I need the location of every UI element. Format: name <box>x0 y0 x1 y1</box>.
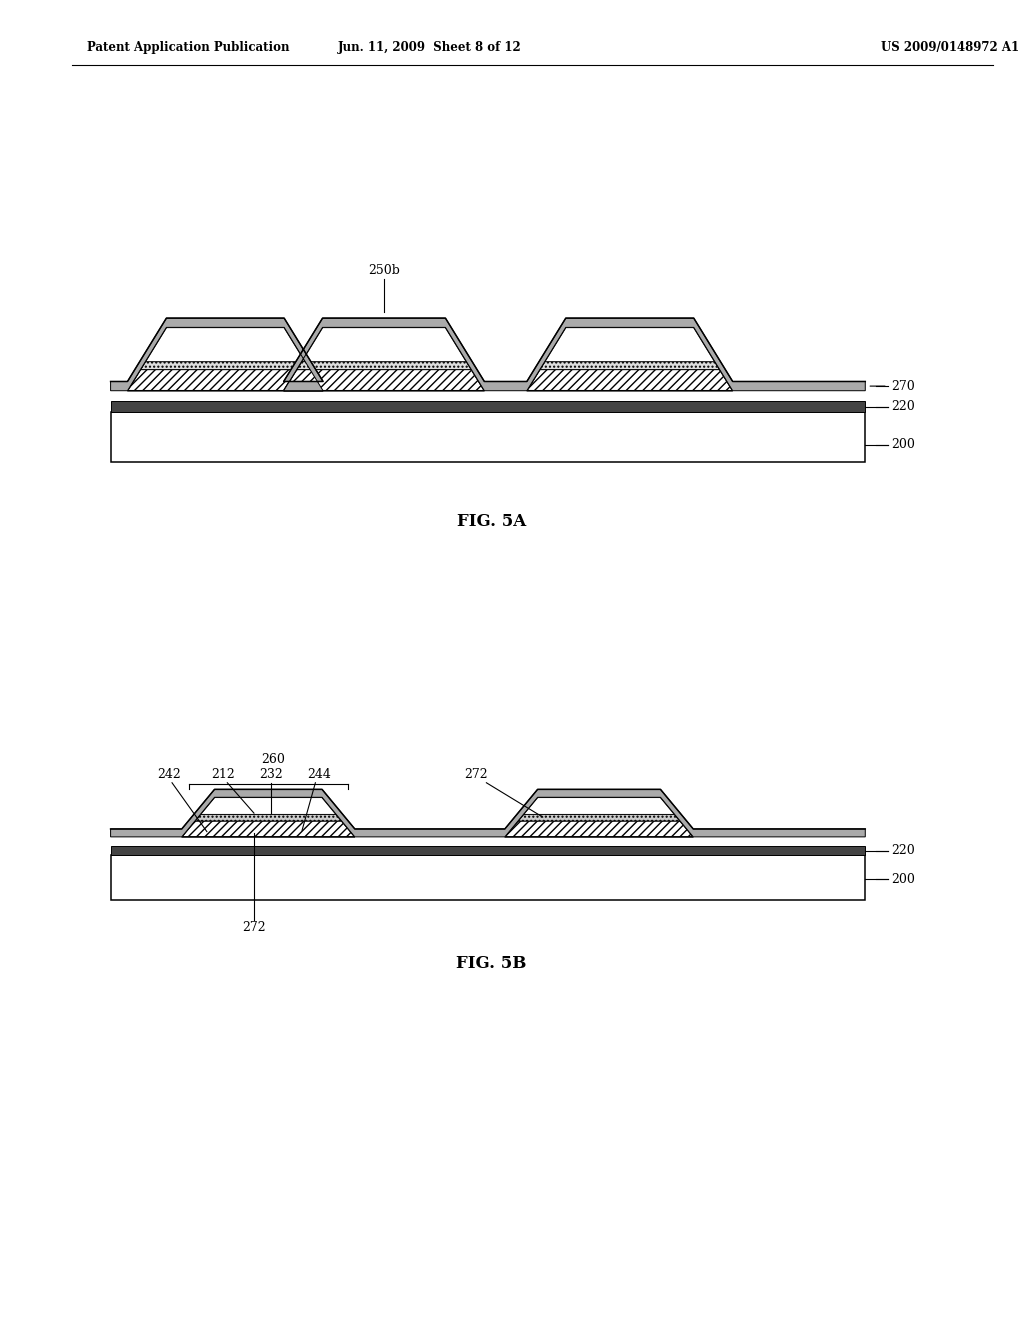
Polygon shape <box>323 319 445 327</box>
Text: 260: 260 <box>261 752 286 766</box>
Text: 242: 242 <box>157 768 181 781</box>
Polygon shape <box>538 791 660 797</box>
Text: FIG. 5A: FIG. 5A <box>457 513 526 529</box>
Polygon shape <box>565 319 694 327</box>
Polygon shape <box>127 370 324 391</box>
Text: 244: 244 <box>307 768 332 781</box>
Text: 232: 232 <box>259 768 284 781</box>
Text: 220: 220 <box>891 845 914 857</box>
Polygon shape <box>111 855 865 900</box>
Text: 272: 272 <box>464 768 488 781</box>
Polygon shape <box>111 789 865 837</box>
Text: Patent Application Publication: Patent Application Publication <box>87 41 290 54</box>
Polygon shape <box>111 846 865 855</box>
Polygon shape <box>140 362 310 370</box>
Text: 200: 200 <box>891 873 914 886</box>
Text: 220: 220 <box>891 400 914 413</box>
Text: Jun. 11, 2009  Sheet 8 of 12: Jun. 11, 2009 Sheet 8 of 12 <box>338 41 522 54</box>
Polygon shape <box>111 412 865 462</box>
Text: US 2009/0148972 A1: US 2009/0148972 A1 <box>881 41 1019 54</box>
Polygon shape <box>195 814 342 821</box>
Text: 200: 200 <box>891 438 914 451</box>
Text: 270: 270 <box>891 380 914 392</box>
Text: FIG. 5B: FIG. 5B <box>457 956 526 972</box>
Text: 212: 212 <box>211 768 236 781</box>
Polygon shape <box>284 370 484 391</box>
Text: 272: 272 <box>242 921 266 935</box>
Polygon shape <box>297 362 471 370</box>
Polygon shape <box>540 362 720 370</box>
Polygon shape <box>182 821 355 837</box>
Polygon shape <box>111 318 865 391</box>
Polygon shape <box>111 401 865 412</box>
Polygon shape <box>505 821 693 837</box>
Polygon shape <box>215 791 322 797</box>
Polygon shape <box>518 814 680 821</box>
Polygon shape <box>166 319 285 327</box>
Polygon shape <box>526 370 733 391</box>
Text: 250b: 250b <box>368 264 400 277</box>
